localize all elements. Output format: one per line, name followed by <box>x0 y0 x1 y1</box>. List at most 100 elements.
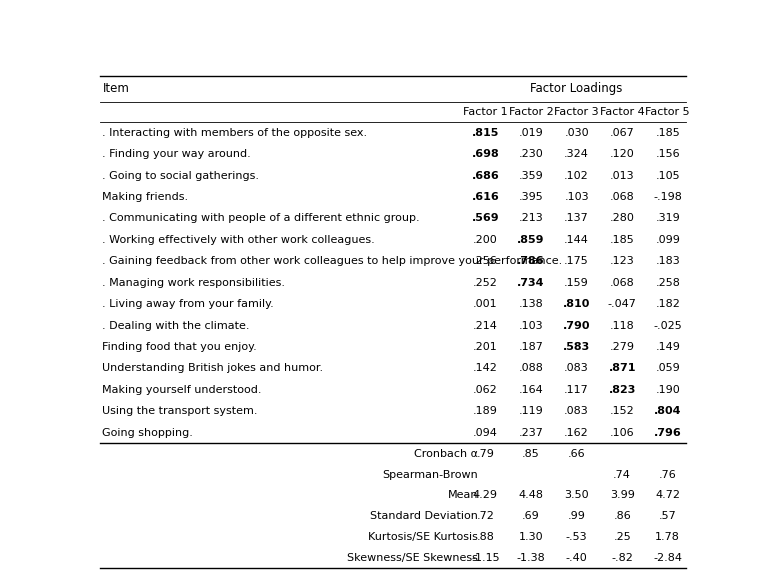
Text: Making yourself understood.: Making yourself understood. <box>102 385 261 395</box>
Text: 4.29: 4.29 <box>473 490 498 501</box>
Text: .068: .068 <box>610 192 635 202</box>
Text: Kurtosis/SE Kurtosis: Kurtosis/SE Kurtosis <box>368 532 478 542</box>
Text: .804: .804 <box>654 406 681 416</box>
Text: .569: .569 <box>471 214 499 223</box>
Text: .25: .25 <box>613 532 631 542</box>
Text: .062: .062 <box>473 385 498 395</box>
Text: Factor 5: Factor 5 <box>646 107 690 117</box>
Text: Factor 1: Factor 1 <box>463 107 508 117</box>
Text: .119: .119 <box>519 406 543 416</box>
Text: .213: .213 <box>519 214 543 223</box>
Text: -.025: -.025 <box>653 320 682 331</box>
Text: .083: .083 <box>564 363 589 374</box>
Text: -2.84: -2.84 <box>653 553 682 563</box>
Text: .088: .088 <box>519 363 543 374</box>
Text: .105: .105 <box>656 170 680 180</box>
Text: .279: .279 <box>610 342 635 352</box>
Text: .099: .099 <box>656 235 680 245</box>
Text: .185: .185 <box>656 127 680 138</box>
Text: Mean: Mean <box>448 490 478 501</box>
Text: -1.38: -1.38 <box>516 553 545 563</box>
Text: .068: .068 <box>610 278 635 288</box>
Text: .103: .103 <box>565 192 589 202</box>
Text: .156: .156 <box>656 149 680 159</box>
Text: .120: .120 <box>610 149 635 159</box>
Text: .162: .162 <box>564 428 589 438</box>
Text: .85: .85 <box>522 449 540 459</box>
Text: . Communicating with people of a different ethnic group.: . Communicating with people of a differe… <box>102 214 419 223</box>
Text: .149: .149 <box>656 342 680 352</box>
Text: .57: .57 <box>659 511 677 521</box>
Text: .237: .237 <box>519 428 543 438</box>
Text: .214: .214 <box>473 320 498 331</box>
Text: .013: .013 <box>610 170 634 180</box>
Text: -.53: -.53 <box>566 532 588 542</box>
Text: .810: .810 <box>563 299 591 309</box>
Text: . Finding your way around.: . Finding your way around. <box>102 149 251 159</box>
Text: .152: .152 <box>610 406 635 416</box>
Text: .137: .137 <box>564 214 589 223</box>
Text: .103: .103 <box>519 320 543 331</box>
Text: .106: .106 <box>610 428 634 438</box>
Text: .786: .786 <box>517 256 545 266</box>
Text: .859: .859 <box>517 235 545 245</box>
Text: . Going to social gatherings.: . Going to social gatherings. <box>102 170 259 180</box>
Text: .201: .201 <box>473 342 498 352</box>
Text: 3.99: 3.99 <box>610 490 635 501</box>
Text: Factor 2: Factor 2 <box>509 107 553 117</box>
Text: .142: .142 <box>473 363 498 374</box>
Text: .871: .871 <box>608 363 636 374</box>
Text: .252: .252 <box>473 278 498 288</box>
Text: Understanding British jokes and humor.: Understanding British jokes and humor. <box>102 363 323 374</box>
Text: -.047: -.047 <box>607 299 636 309</box>
Text: 1.78: 1.78 <box>656 532 680 542</box>
Text: .88: .88 <box>477 532 494 542</box>
Text: .200: .200 <box>473 235 498 245</box>
Text: Using the transport system.: Using the transport system. <box>102 406 257 416</box>
Text: . Managing work responsibilities.: . Managing work responsibilities. <box>102 278 285 288</box>
Text: Standard Deviation: Standard Deviation <box>371 511 478 521</box>
Text: .69: .69 <box>522 511 540 521</box>
Text: .118: .118 <box>610 320 635 331</box>
Text: .686: .686 <box>471 170 499 180</box>
Text: .280: .280 <box>610 214 635 223</box>
Text: Factor 3: Factor 3 <box>554 107 599 117</box>
Text: .790: .790 <box>563 320 591 331</box>
Text: 3.50: 3.50 <box>565 490 589 501</box>
Text: . Living away from your family.: . Living away from your family. <box>102 299 274 309</box>
Text: Skewness/SE Skewness: Skewness/SE Skewness <box>348 553 478 563</box>
Text: Going shopping.: Going shopping. <box>102 428 193 438</box>
Text: .796: .796 <box>654 428 681 438</box>
Text: -.198: -.198 <box>653 192 682 202</box>
Text: . Dealing with the climate.: . Dealing with the climate. <box>102 320 250 331</box>
Text: .230: .230 <box>519 149 543 159</box>
Text: 1.30: 1.30 <box>519 532 543 542</box>
Text: . Interacting with members of the opposite sex.: . Interacting with members of the opposi… <box>102 127 367 138</box>
Text: .123: .123 <box>610 256 635 266</box>
Text: .175: .175 <box>564 256 589 266</box>
Text: Cronbach α: Cronbach α <box>414 449 478 459</box>
Text: Item: Item <box>103 82 130 95</box>
Text: .86: .86 <box>613 511 631 521</box>
Text: .183: .183 <box>656 256 680 266</box>
Text: -1.15: -1.15 <box>471 553 500 563</box>
Text: .359: .359 <box>519 170 543 180</box>
Text: .182: .182 <box>656 299 680 309</box>
Text: .76: .76 <box>659 470 677 480</box>
Text: .102: .102 <box>564 170 589 180</box>
Text: .144: .144 <box>564 235 589 245</box>
Text: .164: .164 <box>519 385 543 395</box>
Text: .74: .74 <box>613 470 631 480</box>
Text: .159: .159 <box>564 278 589 288</box>
Text: .189: .189 <box>473 406 498 416</box>
Text: Spearman-Brown: Spearman-Brown <box>383 470 478 480</box>
Text: .66: .66 <box>568 449 585 459</box>
Text: .79: .79 <box>477 449 494 459</box>
Text: .72: .72 <box>477 511 494 521</box>
Text: . Working effectively with other work colleagues.: . Working effectively with other work co… <box>102 235 375 245</box>
Text: Making friends.: Making friends. <box>102 192 188 202</box>
Text: Factor Loadings: Factor Loadings <box>530 82 623 95</box>
Text: .001: .001 <box>473 299 497 309</box>
Text: .117: .117 <box>564 385 589 395</box>
Text: .059: .059 <box>656 363 680 374</box>
